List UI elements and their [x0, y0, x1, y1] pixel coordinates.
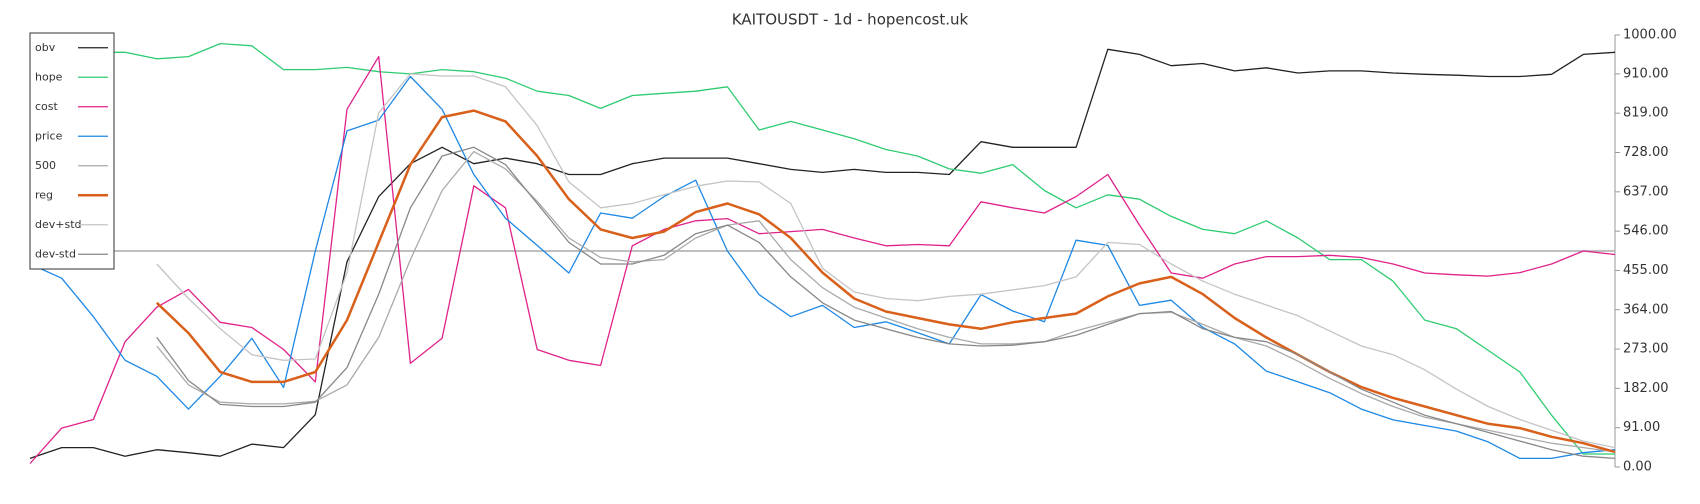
legend-label: hope: [35, 70, 63, 83]
legend-label: reg: [35, 188, 53, 201]
y-tick-label: 364.00: [1623, 302, 1669, 317]
legend-label: price: [35, 129, 63, 142]
chart-title: KAITOUSDT - 1d - hopencost.uk: [732, 11, 969, 29]
legend: obv hope cost price 500 reg dev+std dev-std: [29, 32, 115, 270]
y-tick-label: 91.00: [1623, 420, 1660, 435]
y-tick-label: 0.00: [1623, 460, 1652, 475]
y-tick-label: 637.00: [1623, 184, 1669, 199]
legend-label: obv: [35, 41, 56, 54]
y-tick-label: 182.00: [1623, 381, 1669, 396]
legend-label: 500: [35, 159, 56, 172]
y-tick-label: 546.00: [1623, 224, 1669, 239]
legend-label: dev-std: [35, 247, 76, 260]
series-line: [156, 73, 1616, 449]
series-line: [155, 109, 1616, 454]
y-tick-label: 455.00: [1623, 263, 1669, 278]
legend-label: cost: [35, 100, 59, 113]
series-line: [29, 55, 1616, 464]
y-tick-label: 273.00: [1623, 342, 1669, 357]
y-tick-label: 1000.00: [1623, 28, 1677, 43]
series-line: [156, 150, 1616, 453]
y-tick-label: 728.00: [1623, 145, 1669, 160]
y-tick-label: 910.00: [1623, 66, 1669, 81]
series-line: [29, 75, 1616, 460]
y-tick-label: 819.00: [1623, 106, 1669, 121]
series-line: [29, 48, 1616, 460]
series-line: [30, 42, 1615, 455]
legend-label: dev+std: [35, 218, 82, 231]
legend-box: [29, 32, 115, 270]
series-line: [156, 146, 1616, 460]
